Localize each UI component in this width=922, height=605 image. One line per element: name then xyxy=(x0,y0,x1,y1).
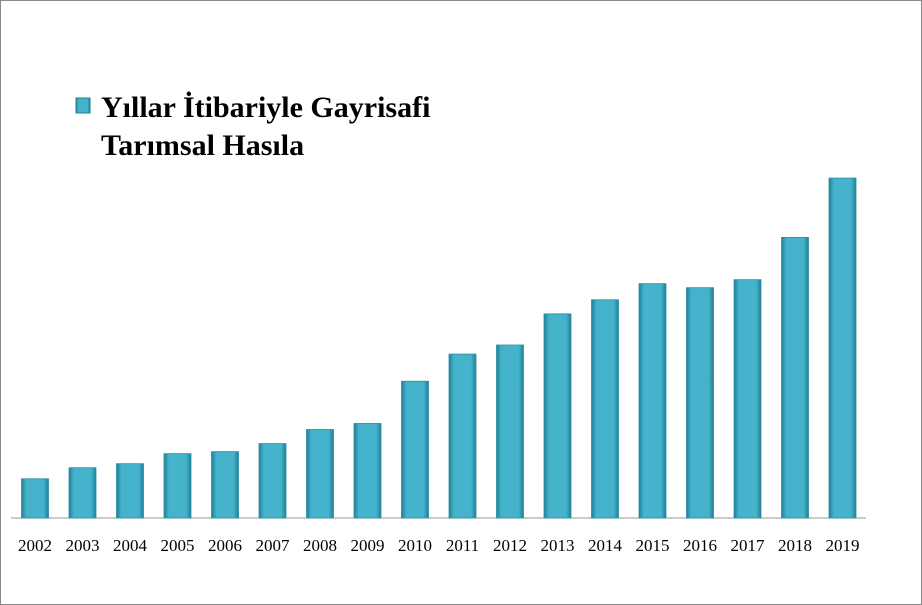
x-tick-label: 2006 xyxy=(208,536,242,555)
bar xyxy=(353,423,382,519)
x-tick-label: 2003 xyxy=(66,536,100,555)
bar xyxy=(686,287,714,519)
bar xyxy=(116,463,144,519)
x-tick-label: 2010 xyxy=(398,536,432,555)
bar xyxy=(638,283,667,519)
x-tick-label: 2009 xyxy=(351,536,385,555)
bar xyxy=(306,429,334,519)
bar xyxy=(211,451,239,519)
bar xyxy=(828,177,857,519)
x-tick-label: 2004 xyxy=(113,536,148,555)
x-tick-label: 2015 xyxy=(636,536,670,555)
x-tick-label: 2016 xyxy=(683,536,717,555)
bar xyxy=(733,279,762,519)
x-tick-label: 2014 xyxy=(588,536,623,555)
x-tick-label: 2005 xyxy=(161,536,195,555)
bar xyxy=(68,467,97,519)
bar xyxy=(496,344,524,519)
x-tick-label: 2002 xyxy=(18,536,52,555)
legend-label: Yıllar İtibariyle Gayrisafi Tarımsal Has… xyxy=(101,91,431,162)
legend-marker xyxy=(75,97,91,114)
bar xyxy=(448,353,477,519)
bar xyxy=(401,380,429,519)
x-tick-label: 2017 xyxy=(731,536,766,555)
x-tick-label: 2008 xyxy=(303,536,337,555)
bar xyxy=(543,313,572,519)
x-tick-label: 2007 xyxy=(256,536,291,555)
x-tick-label: 2018 xyxy=(778,536,812,555)
bar xyxy=(21,478,49,519)
x-tick-label: 2012 xyxy=(493,536,527,555)
bar xyxy=(781,237,809,519)
bar xyxy=(258,443,287,519)
x-tick-label: 2019 xyxy=(826,536,860,555)
bar xyxy=(591,299,619,519)
x-tick-label: 2011 xyxy=(446,536,479,555)
x-tick-label: 2013 xyxy=(541,536,575,555)
bar xyxy=(163,453,192,519)
